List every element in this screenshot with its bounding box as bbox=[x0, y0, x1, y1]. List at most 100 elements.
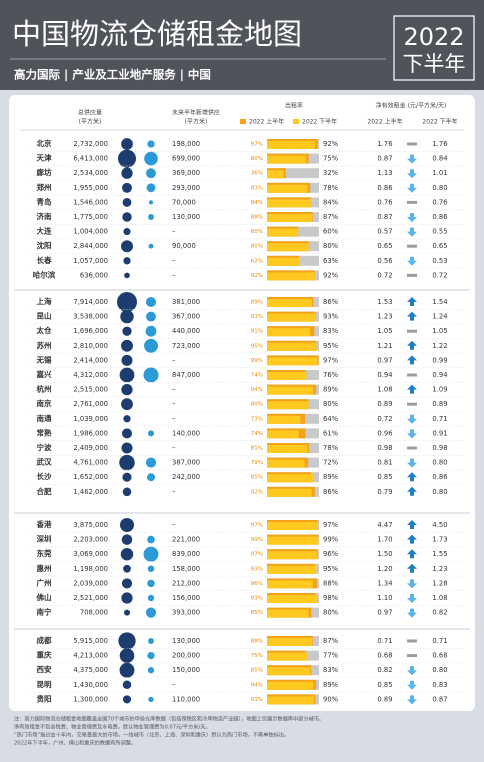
rent-flat bbox=[407, 654, 417, 658]
occupancy-h1-label: 91% bbox=[251, 329, 263, 335]
rent-h2: 1.28 bbox=[432, 579, 447, 587]
occupancy-h2-label: 76% bbox=[323, 371, 339, 379]
city-name: 济南 bbox=[37, 211, 52, 221]
total-supply: 636,000 bbox=[80, 271, 108, 279]
rent-h1: 0.96 bbox=[377, 429, 392, 437]
occupancy-h2-bar bbox=[267, 257, 300, 266]
new-supply-bubble bbox=[147, 140, 155, 148]
new-supply-bubble bbox=[146, 183, 156, 193]
rent-down-arrow bbox=[407, 579, 417, 589]
occupancy-h2-label: 90% bbox=[323, 695, 339, 703]
supply-bubble bbox=[123, 415, 131, 423]
rent-h1: 0.87 bbox=[377, 213, 392, 221]
supply-bubble bbox=[117, 292, 137, 312]
occupancy-h2-bar bbox=[267, 430, 299, 439]
total-supply: 4,312,000 bbox=[73, 371, 108, 379]
total-supply: 1,696,000 bbox=[73, 327, 108, 335]
new-supply: – bbox=[172, 257, 176, 265]
occupancy-h2-label: 78% bbox=[323, 444, 339, 452]
occupancy-h1-label: 79% bbox=[251, 460, 263, 466]
new-supply-bubble bbox=[148, 214, 154, 220]
rent-h1: 1.70 bbox=[377, 536, 392, 544]
period-box bbox=[393, 15, 475, 81]
supply-bubble bbox=[121, 383, 133, 396]
city-name: 宁波 bbox=[37, 442, 52, 452]
rent-h2: 0.80 bbox=[432, 459, 447, 467]
rent-h2: 1.54 bbox=[432, 298, 447, 306]
rent-h1: 1.53 bbox=[377, 298, 392, 306]
occupancy-h2-label: 86% bbox=[323, 488, 339, 496]
rent-h2: 0.71 bbox=[432, 415, 447, 423]
city-name: 东莞 bbox=[37, 548, 52, 558]
year: 2022 bbox=[403, 23, 464, 51]
period: 下半年 bbox=[403, 52, 466, 76]
city-name: 沈阳 bbox=[37, 240, 52, 250]
occupancy-h2-label: 80% bbox=[323, 242, 339, 250]
occupancy-h2-bar bbox=[267, 372, 307, 380]
occupancy-h2-label: 61% bbox=[323, 429, 339, 437]
city-name: 广州 bbox=[37, 577, 52, 587]
rent-h2: 0.94 bbox=[432, 371, 447, 379]
city-name: 太仓 bbox=[37, 325, 52, 335]
rent-h2: 0.91 bbox=[432, 429, 447, 437]
supply-bubble bbox=[123, 257, 131, 265]
city-name: 哈尔滨 bbox=[33, 269, 56, 279]
occupancy-h2-bar bbox=[267, 357, 318, 366]
new-supply: – bbox=[172, 444, 176, 452]
rent-h1: 0.98 bbox=[377, 444, 392, 452]
occupancy-h2-label: 64% bbox=[323, 415, 339, 423]
total-supply: 2,039,000 bbox=[73, 579, 108, 587]
occupancy-h1-label: 83% bbox=[251, 185, 263, 191]
rent-h2: 1.24 bbox=[432, 313, 447, 321]
occupancy-h2-bar bbox=[267, 488, 312, 497]
occupancy-h1-label: 80% bbox=[251, 244, 263, 250]
new-supply: 130,000 bbox=[172, 213, 200, 221]
occupancy-h1-label: 94% bbox=[251, 682, 263, 688]
new-supply: – bbox=[172, 228, 176, 236]
total-supply: 2,534,000 bbox=[73, 169, 108, 177]
rent-up-arrow bbox=[407, 563, 417, 573]
total-supply: 1,775,000 bbox=[73, 213, 108, 221]
supply-bubble bbox=[121, 138, 133, 150]
occupancy-h2-bar bbox=[267, 228, 299, 237]
supply-bubble bbox=[122, 212, 132, 222]
new-supply: 723,000 bbox=[172, 342, 200, 350]
occupancy-h2-bar bbox=[267, 415, 301, 424]
occupancy-h2-bar bbox=[267, 638, 313, 646]
occupancy-h2-label: 95% bbox=[323, 565, 339, 573]
total-supply: 2,515,000 bbox=[73, 386, 108, 394]
new-supply-bubble bbox=[147, 565, 155, 573]
occupancy-h2-bar bbox=[267, 328, 311, 337]
rent-h1: 0.68 bbox=[377, 652, 392, 660]
rent-h2: 0.89 bbox=[432, 400, 447, 408]
occupancy-h2-bar bbox=[267, 459, 305, 468]
occupancy-h2-bar bbox=[267, 609, 309, 618]
occupancy-h1-label: 80% bbox=[251, 156, 263, 162]
occupancy-h1-label: 97% bbox=[251, 142, 263, 148]
total-supply: 7,914,000 bbox=[73, 298, 108, 306]
city-name: 佛山 bbox=[36, 592, 52, 602]
supply-bubble bbox=[118, 632, 136, 650]
new-supply-bubble bbox=[147, 651, 155, 660]
city-name: 重庆 bbox=[37, 650, 52, 660]
rent-up-arrow bbox=[407, 534, 417, 544]
occupancy-h1-label: 81% bbox=[251, 446, 263, 452]
rent-h1: 0.72 bbox=[377, 271, 392, 279]
occupancy-h1-label: 75% bbox=[251, 653, 263, 659]
rent-h2: 0.80 bbox=[432, 488, 447, 496]
total-supply: 2,414,000 bbox=[73, 356, 108, 364]
new-supply: 200,000 bbox=[172, 652, 200, 660]
new-supply: 212,000 bbox=[172, 579, 200, 587]
occupancy-h1-label: 85% bbox=[251, 475, 263, 481]
occupancy-h2-label: 92% bbox=[323, 140, 339, 148]
column-unit: (平方米) bbox=[79, 118, 102, 126]
occupancy-h2-bar bbox=[267, 536, 319, 545]
occupancy-h2-bar bbox=[267, 214, 313, 222]
occupancy-h2-label: 80% bbox=[323, 400, 339, 408]
city-name: 郑州 bbox=[37, 182, 52, 192]
rent-up-arrow bbox=[407, 384, 417, 394]
rent-down-arrow bbox=[407, 594, 417, 603]
rent-down-arrow bbox=[407, 666, 417, 676]
occupancy-h2-bar bbox=[267, 184, 308, 193]
